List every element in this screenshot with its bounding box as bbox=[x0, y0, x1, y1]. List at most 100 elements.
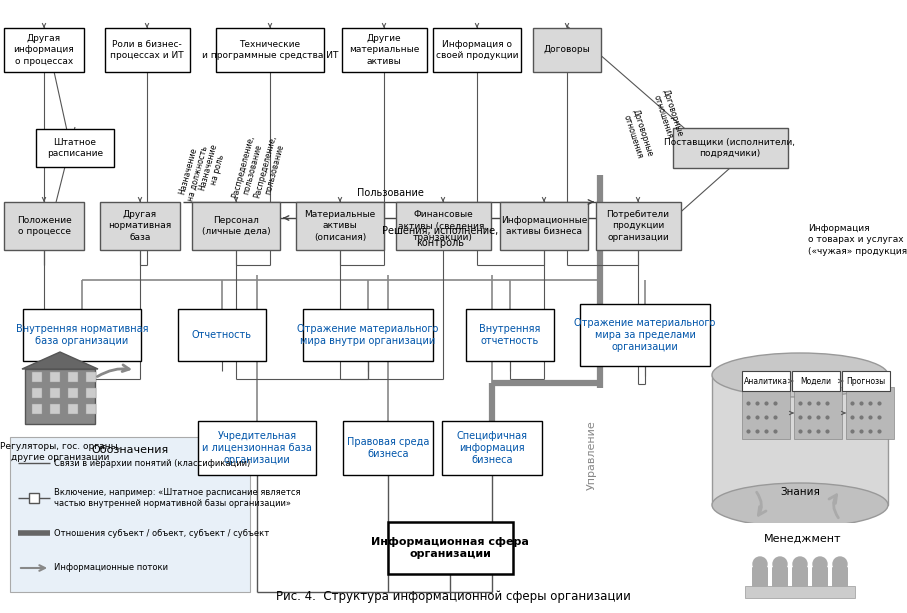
Text: Другая
нормативная
база: Другая нормативная база bbox=[108, 210, 171, 242]
FancyBboxPatch shape bbox=[792, 371, 840, 391]
FancyBboxPatch shape bbox=[4, 28, 84, 72]
Text: Поставщики (исполнители,
подрядчики): Поставщики (исполнители, подрядчики) bbox=[665, 138, 795, 158]
Text: Другая
информация
о процессах: Другая информация о процессах bbox=[14, 34, 74, 66]
FancyBboxPatch shape bbox=[86, 404, 96, 414]
FancyBboxPatch shape bbox=[23, 309, 141, 361]
FancyBboxPatch shape bbox=[500, 202, 588, 250]
FancyBboxPatch shape bbox=[442, 421, 542, 475]
FancyBboxPatch shape bbox=[466, 309, 554, 361]
FancyBboxPatch shape bbox=[36, 129, 114, 167]
FancyBboxPatch shape bbox=[86, 388, 96, 398]
FancyBboxPatch shape bbox=[86, 372, 96, 382]
Text: Внутренняя
отчетность: Внутренняя отчетность bbox=[479, 324, 541, 346]
Text: Потребители
продукции
организации: Потребители продукции организации bbox=[607, 210, 669, 242]
Polygon shape bbox=[22, 352, 98, 369]
FancyBboxPatch shape bbox=[395, 202, 491, 250]
Text: Отчетность: Отчетность bbox=[192, 330, 252, 340]
FancyBboxPatch shape bbox=[4, 202, 84, 250]
Circle shape bbox=[813, 557, 827, 571]
Text: Включение, например: «Штатное расписание является
частью внутренней нормативной : Включение, например: «Штатное расписание… bbox=[54, 489, 300, 508]
FancyBboxPatch shape bbox=[772, 567, 788, 587]
FancyBboxPatch shape bbox=[68, 372, 78, 382]
FancyBboxPatch shape bbox=[10, 437, 250, 592]
FancyBboxPatch shape bbox=[178, 309, 266, 361]
FancyBboxPatch shape bbox=[32, 404, 42, 414]
Text: Обозначения: Обозначения bbox=[92, 445, 169, 455]
FancyBboxPatch shape bbox=[842, 371, 890, 391]
FancyBboxPatch shape bbox=[812, 567, 828, 587]
Text: Прогнозы: Прогнозы bbox=[846, 376, 885, 386]
Text: Решения, исполнение,
контроль: Решения, исполнение, контроль bbox=[382, 226, 498, 248]
Text: Правовая среда
бизнеса: Правовая среда бизнеса bbox=[346, 437, 429, 459]
FancyBboxPatch shape bbox=[198, 421, 316, 475]
FancyBboxPatch shape bbox=[742, 387, 790, 439]
FancyBboxPatch shape bbox=[745, 523, 860, 555]
Text: Другие
материальные
активы: Другие материальные активы bbox=[349, 34, 419, 66]
FancyBboxPatch shape bbox=[580, 304, 710, 366]
FancyBboxPatch shape bbox=[846, 387, 894, 439]
Text: Знания: Знания bbox=[780, 487, 820, 497]
Text: Внутренняя нормативная
база организации: Внутренняя нормативная база организации bbox=[15, 324, 148, 346]
FancyBboxPatch shape bbox=[742, 371, 790, 391]
Text: Штатное
расписание: Штатное расписание bbox=[47, 138, 103, 158]
FancyBboxPatch shape bbox=[745, 586, 855, 598]
FancyBboxPatch shape bbox=[32, 372, 42, 382]
FancyBboxPatch shape bbox=[50, 404, 60, 414]
FancyBboxPatch shape bbox=[104, 28, 190, 72]
FancyBboxPatch shape bbox=[25, 369, 95, 424]
Text: Информация
о товарах и услугах
(«чужая» продукция): Информация о товарах и услугах («чужая» … bbox=[808, 224, 907, 256]
Text: Технические
и программные средства ИТ: Технические и программные средства ИТ bbox=[202, 40, 338, 60]
Text: Информационная сфера
организации: Информационная сфера организации bbox=[371, 537, 529, 559]
FancyBboxPatch shape bbox=[794, 387, 842, 439]
Text: Назначение
на должность: Назначение на должность bbox=[176, 142, 210, 202]
FancyBboxPatch shape bbox=[433, 28, 521, 72]
Text: Отражение материального
мира внутри организации: Отражение материального мира внутри орга… bbox=[297, 324, 439, 346]
FancyBboxPatch shape bbox=[672, 128, 787, 168]
Text: Договорные
отношения: Договорные отношения bbox=[621, 109, 655, 161]
Text: Распределение,
пользование: Распределение, пользование bbox=[252, 134, 288, 202]
Text: Материальные
активы
(описания): Материальные активы (описания) bbox=[305, 210, 375, 242]
Text: Роли в бизнес-
процессах и ИТ: Роли в бизнес- процессах и ИТ bbox=[110, 40, 184, 60]
FancyBboxPatch shape bbox=[68, 388, 78, 398]
FancyBboxPatch shape bbox=[792, 567, 808, 587]
Text: Персонал
(личные дела): Персонал (личные дела) bbox=[201, 216, 270, 236]
Text: Менеджмент: Менеджмент bbox=[764, 534, 842, 544]
FancyBboxPatch shape bbox=[216, 28, 324, 72]
FancyBboxPatch shape bbox=[50, 372, 60, 382]
Text: Пользование: Пользование bbox=[356, 188, 424, 198]
FancyBboxPatch shape bbox=[32, 388, 42, 398]
FancyBboxPatch shape bbox=[387, 522, 512, 574]
Text: Управление: Управление bbox=[587, 420, 597, 490]
FancyBboxPatch shape bbox=[832, 567, 848, 587]
Circle shape bbox=[773, 557, 787, 571]
FancyBboxPatch shape bbox=[342, 28, 426, 72]
Text: Информационные потоки: Информационные потоки bbox=[54, 563, 168, 573]
Text: Информационные
активы бизнеса: Информационные активы бизнеса bbox=[501, 216, 587, 236]
Circle shape bbox=[753, 557, 767, 571]
Circle shape bbox=[833, 557, 847, 571]
Text: Договорные
отношения: Договорные отношения bbox=[651, 89, 685, 142]
FancyBboxPatch shape bbox=[712, 375, 888, 505]
Text: Информация о
своей продукции: Информация о своей продукции bbox=[435, 40, 518, 60]
Circle shape bbox=[793, 557, 807, 571]
FancyBboxPatch shape bbox=[296, 202, 384, 250]
FancyBboxPatch shape bbox=[50, 388, 60, 398]
Text: Модели: Модели bbox=[801, 376, 832, 386]
Text: Регуляторы, гос. органы,
другие организации: Регуляторы, гос. органы, другие организа… bbox=[0, 442, 121, 462]
FancyBboxPatch shape bbox=[752, 567, 768, 587]
FancyBboxPatch shape bbox=[100, 202, 180, 250]
FancyBboxPatch shape bbox=[596, 202, 680, 250]
Text: Учредительная
и лицензионная база
организации: Учредительная и лицензионная база органи… bbox=[202, 430, 312, 465]
Text: Специфичная
информация
бизнеса: Специфичная информация бизнеса bbox=[456, 430, 528, 465]
FancyBboxPatch shape bbox=[68, 404, 78, 414]
FancyBboxPatch shape bbox=[303, 309, 433, 361]
Text: Назначение
на роль: Назначение на роль bbox=[198, 142, 229, 194]
Text: Финансовые
активы (сведения,
транзакции): Финансовые активы (сведения, транзакции) bbox=[398, 210, 488, 242]
Text: Аналитика: Аналитика bbox=[744, 376, 788, 386]
Ellipse shape bbox=[712, 353, 888, 397]
Text: Положение
о процессе: Положение о процессе bbox=[16, 216, 72, 236]
FancyBboxPatch shape bbox=[343, 421, 433, 475]
Text: Связи в иерархии понятий (классификации): Связи в иерархии понятий (классификации) bbox=[54, 459, 250, 468]
Text: Рис. 4.  Структура информационной сферы организации: Рис. 4. Структура информационной сферы о… bbox=[276, 590, 631, 603]
Ellipse shape bbox=[712, 483, 888, 527]
